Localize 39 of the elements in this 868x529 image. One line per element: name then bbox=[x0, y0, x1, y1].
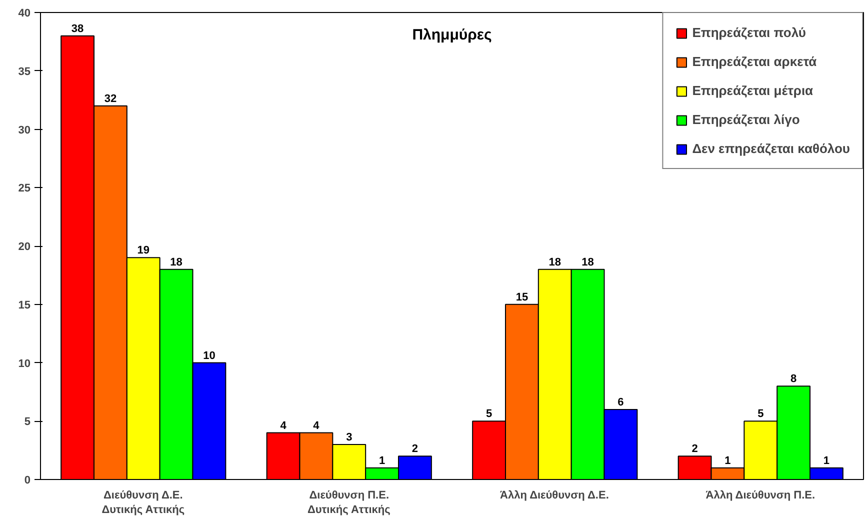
y-tick-label: 40 bbox=[18, 8, 31, 20]
data-label: 10 bbox=[203, 350, 216, 362]
data-label: 6 bbox=[618, 396, 624, 408]
y-tick-label: 10 bbox=[18, 358, 31, 370]
legend-label: Επηρεάζεται αρκετά bbox=[692, 54, 817, 69]
data-label: 5 bbox=[486, 408, 492, 420]
data-label: 18 bbox=[582, 256, 594, 268]
data-label: 1 bbox=[724, 454, 731, 467]
y-tick-label: 5 bbox=[24, 416, 31, 428]
data-label: 2 bbox=[412, 443, 418, 456]
data-label: 1 bbox=[823, 454, 830, 467]
data-label: 8 bbox=[790, 373, 797, 386]
data-label: 2 bbox=[692, 443, 698, 456]
y-tick-label: 25 bbox=[18, 182, 31, 195]
data-label: 19 bbox=[137, 244, 150, 257]
legend-label: Δεν επηρεάζεται καθόλου bbox=[692, 141, 850, 156]
x-tick-label: Άλλη Διεύθυνση Δ.Ε. bbox=[500, 490, 609, 502]
legend-label: Επηρεάζεται μέτρια bbox=[692, 83, 814, 98]
data-label: 1 bbox=[378, 454, 386, 467]
text: Πλημμύρες bbox=[412, 26, 492, 44]
legend-label: Επηρεάζεται πολύ bbox=[692, 25, 806, 40]
y-tick-label: 0 bbox=[24, 474, 31, 486]
x-tick-label: Άλλη Διεύθυνση Π.Ε. bbox=[706, 490, 816, 502]
legend-label: Επηρεάζεται λίγο bbox=[692, 112, 800, 127]
data-label: 3 bbox=[346, 431, 352, 444]
data-label: 4 bbox=[280, 420, 288, 432]
y-tick-label: 30 bbox=[18, 124, 31, 136]
data-label: 38 bbox=[71, 22, 84, 35]
y-tick-label: 20 bbox=[18, 241, 31, 253]
data-label: 18 bbox=[170, 256, 182, 268]
y-tick-label: 15 bbox=[18, 299, 31, 312]
data-label: 18 bbox=[548, 256, 562, 268]
y-tick-label: 35 bbox=[18, 66, 31, 78]
x-tick-label: Διεύθυνση Π.Ε. Δυτικής Αττικής bbox=[307, 490, 391, 516]
data-label: 4 bbox=[313, 420, 320, 432]
data-label: 15 bbox=[516, 291, 528, 304]
data-label: 32 bbox=[104, 92, 117, 105]
x-tick-label: Διεύθυνση Δ.Ε. Δυτικής Αττικής bbox=[102, 490, 185, 516]
data-label: 5 bbox=[758, 408, 764, 420]
